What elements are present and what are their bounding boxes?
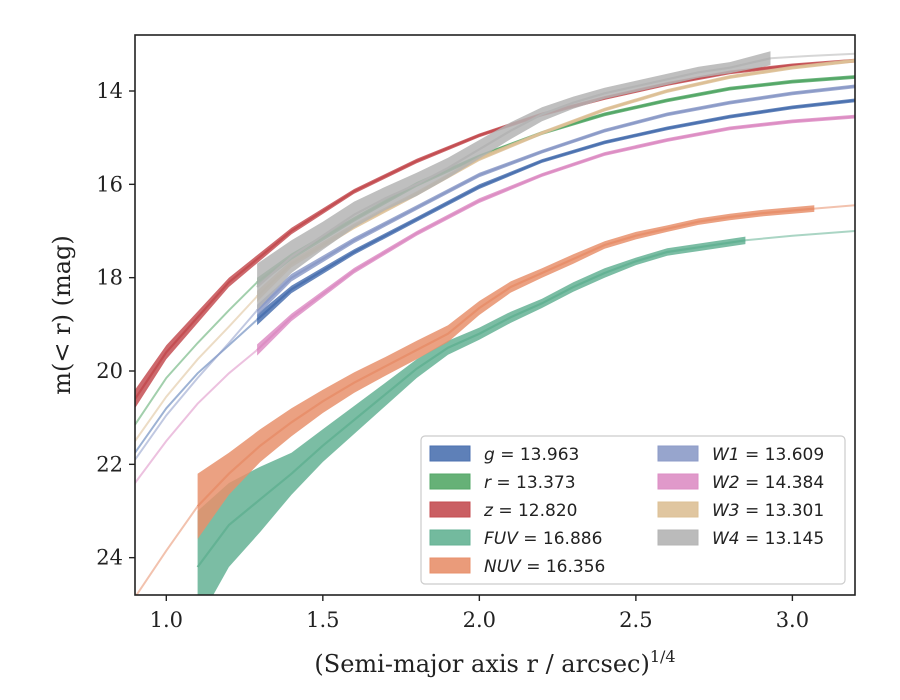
legend-label: g = 13.963 <box>484 445 579 465</box>
line-g <box>256 99 855 321</box>
extrapolation-line-fuv <box>745 230 855 242</box>
x-axis-label-superscript: 1/4 <box>650 647 676 666</box>
series-nuv <box>135 204 855 595</box>
legend-variable: W3 <box>712 501 740 521</box>
extrapolation-line-w3 <box>135 295 258 442</box>
legend-value: = 16.356 <box>521 557 606 577</box>
legend-swatch <box>429 529 471 546</box>
y-tick-label: 16 <box>96 172 123 196</box>
series-w1 <box>135 84 855 461</box>
legend-label: W4 = 13.145 <box>712 529 824 549</box>
line-w2 <box>256 115 855 351</box>
legend-label: r = 13.373 <box>484 473 576 493</box>
extrapolation-line-g <box>135 318 258 454</box>
x-tick-label: 3.0 <box>776 608 809 632</box>
legend-variable: W4 <box>712 529 740 549</box>
x-axis-label-main: (Semi-major axis r / arcsec) <box>314 650 649 678</box>
legend-label: W2 = 14.384 <box>712 473 824 493</box>
extrapolation-line-w1 <box>135 309 258 461</box>
series-layer <box>135 51 855 595</box>
series-fuv <box>196 230 855 595</box>
y-tick-label: 24 <box>96 546 123 570</box>
legend-item-w2: W2 = 14.384 <box>657 473 824 493</box>
legend-value: = 13.373 <box>491 473 576 493</box>
x-tick-label: 1.5 <box>306 608 339 632</box>
legend-value: = 13.609 <box>740 445 825 465</box>
legend-value: = 16.886 <box>518 529 603 549</box>
legend-item-fuv: FUV = 16.886 <box>429 529 602 549</box>
x-tick-label: 2.5 <box>619 608 652 632</box>
extrapolation-line-w2 <box>135 349 258 484</box>
series-g <box>135 98 855 454</box>
legend-item-w1: W1 = 13.609 <box>657 445 824 465</box>
y-tick-label: 18 <box>96 266 123 290</box>
ticks-layer: 1.0 1.5 2.0 2.5 3.0 14 16 18 20 22 24 <box>96 79 809 632</box>
series-w2 <box>135 114 855 484</box>
extrapolation-line-w4 <box>770 52 855 60</box>
legend-item-nuv: NUV = 16.356 <box>429 557 605 577</box>
y-tick-label: 14 <box>96 79 123 103</box>
legend-swatch <box>429 501 471 518</box>
legend-variable: W1 <box>712 445 740 465</box>
legend-frame <box>420 435 846 585</box>
legend-swatch <box>429 473 471 490</box>
series-w4 <box>256 51 855 311</box>
line-nuv <box>196 207 815 508</box>
legend-swatch <box>657 501 699 518</box>
legend-swatch <box>429 557 471 574</box>
extrapolation-line-r <box>135 281 258 426</box>
legend-variable: z <box>483 501 494 521</box>
legend-label: NUV = 16.356 <box>484 557 605 577</box>
line-w1 <box>256 85 855 312</box>
y-tick-label: 20 <box>96 359 123 383</box>
legend-item-w3: W3 = 13.301 <box>657 501 824 521</box>
extrapolation-line-nuv-outer <box>814 204 855 210</box>
legend-variable: g <box>484 445 495 465</box>
y-axis-label: m(< r) (mag) <box>48 235 76 394</box>
legend-swatch <box>657 445 699 462</box>
extrapolation-line-nuv <box>135 505 199 595</box>
x-axis-label: (Semi-major axis r / arcsec)1/4 <box>314 647 675 678</box>
legend-item-g: g = 13.963 <box>429 445 579 465</box>
plot-frame <box>134 34 856 596</box>
x-tick-label: 2.0 <box>463 608 496 632</box>
legend-label: z = 12.820 <box>483 501 577 521</box>
y-tick-label: 22 <box>96 452 123 476</box>
legend-label: W1 = 13.609 <box>712 445 824 465</box>
legend-value: = 13.145 <box>740 529 825 549</box>
legend-variable: W2 <box>712 473 740 493</box>
band-z <box>135 58 855 409</box>
legend-variable: r <box>484 473 492 493</box>
legend-variable: FUV <box>484 529 519 549</box>
legend-value: = 14.384 <box>740 473 825 493</box>
legend-item-r: r = 13.373 <box>429 473 576 493</box>
legend-value: = 13.301 <box>740 501 825 521</box>
legend-label: FUV = 16.886 <box>484 529 602 549</box>
legend-swatch <box>657 529 699 546</box>
legend-item-w4: W4 = 13.145 <box>657 529 824 549</box>
legend-swatch <box>657 473 699 490</box>
line-w4 <box>256 57 771 288</box>
x-tick-label: 1.0 <box>150 608 183 632</box>
legend-label: W3 = 13.301 <box>712 501 824 521</box>
legend-value: = 12.820 <box>493 501 578 521</box>
legend-variable: NUV <box>484 557 522 577</box>
line-fuv <box>196 239 746 568</box>
legend-value: = 13.963 <box>495 445 580 465</box>
legend-item-z: z = 12.820 <box>429 501 577 521</box>
legend-swatch <box>429 445 471 462</box>
